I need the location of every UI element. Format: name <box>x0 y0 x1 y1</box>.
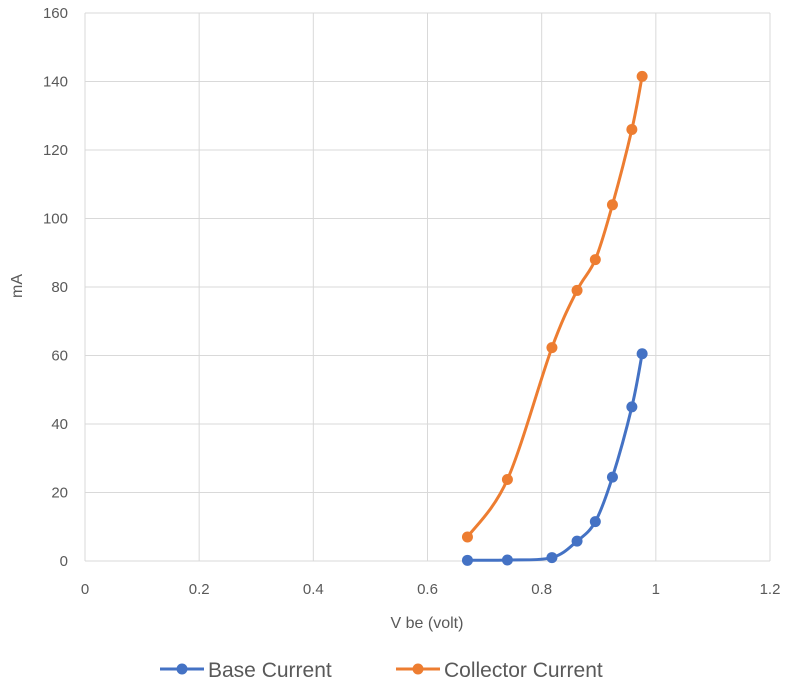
x-tick-label: 0.6 <box>417 581 438 598</box>
x-tick-label: 1.2 <box>760 581 781 598</box>
data-point <box>636 70 648 82</box>
y-tick-label: 0 <box>60 553 68 570</box>
x-tick-label: 0.2 <box>189 581 210 598</box>
data-point <box>546 342 558 354</box>
series-lines <box>461 70 648 566</box>
data-point <box>501 473 513 485</box>
x-tick-label: 0.8 <box>531 581 552 598</box>
gridlines <box>84 12 771 562</box>
series-collector-current <box>461 70 648 543</box>
data-point <box>571 284 583 296</box>
x-axis-title: V be (volt) <box>391 615 464 632</box>
legend-label: Base Current <box>208 659 332 682</box>
data-point <box>626 401 638 413</box>
x-tick-label: 1 <box>652 581 660 598</box>
x-tick-label: 0.4 <box>303 581 324 598</box>
data-point <box>626 123 638 135</box>
y-axis-title: mA <box>9 274 26 298</box>
y-axis-tick-labels: 0 20 40 60 80 100 120 140 160 <box>43 5 68 570</box>
data-point <box>461 554 473 566</box>
legend-item: Collector Current <box>396 659 603 682</box>
x-tick-label: 0 <box>81 581 89 598</box>
data-point <box>546 552 558 564</box>
y-tick-label: 120 <box>43 142 68 159</box>
legend-swatch-marker <box>412 663 424 675</box>
legend-label: Collector Current <box>444 659 603 682</box>
data-point <box>501 554 513 566</box>
data-point <box>606 471 618 483</box>
x-axis-tick-labels: 0 0.2 0.4 0.6 0.8 1 1.2 <box>81 581 781 598</box>
legend-item: Base Current <box>160 659 332 682</box>
data-point <box>571 535 583 547</box>
data-point <box>461 531 473 543</box>
legend: Base Current Collector Current <box>160 659 603 682</box>
y-tick-label: 80 <box>51 279 68 296</box>
y-tick-label: 20 <box>51 485 68 502</box>
y-tick-label: 40 <box>51 416 68 433</box>
y-tick-label: 100 <box>43 211 68 228</box>
data-point <box>589 254 601 266</box>
series-base-current <box>461 348 648 566</box>
data-point <box>636 348 648 360</box>
data-point <box>589 516 601 528</box>
y-tick-label: 60 <box>51 348 68 365</box>
series-line <box>465 74 644 539</box>
y-tick-label: 140 <box>43 74 68 91</box>
y-tick-label: 160 <box>43 5 68 22</box>
data-point <box>606 199 618 211</box>
legend-swatch-marker <box>176 663 188 675</box>
series-line <box>465 352 644 562</box>
